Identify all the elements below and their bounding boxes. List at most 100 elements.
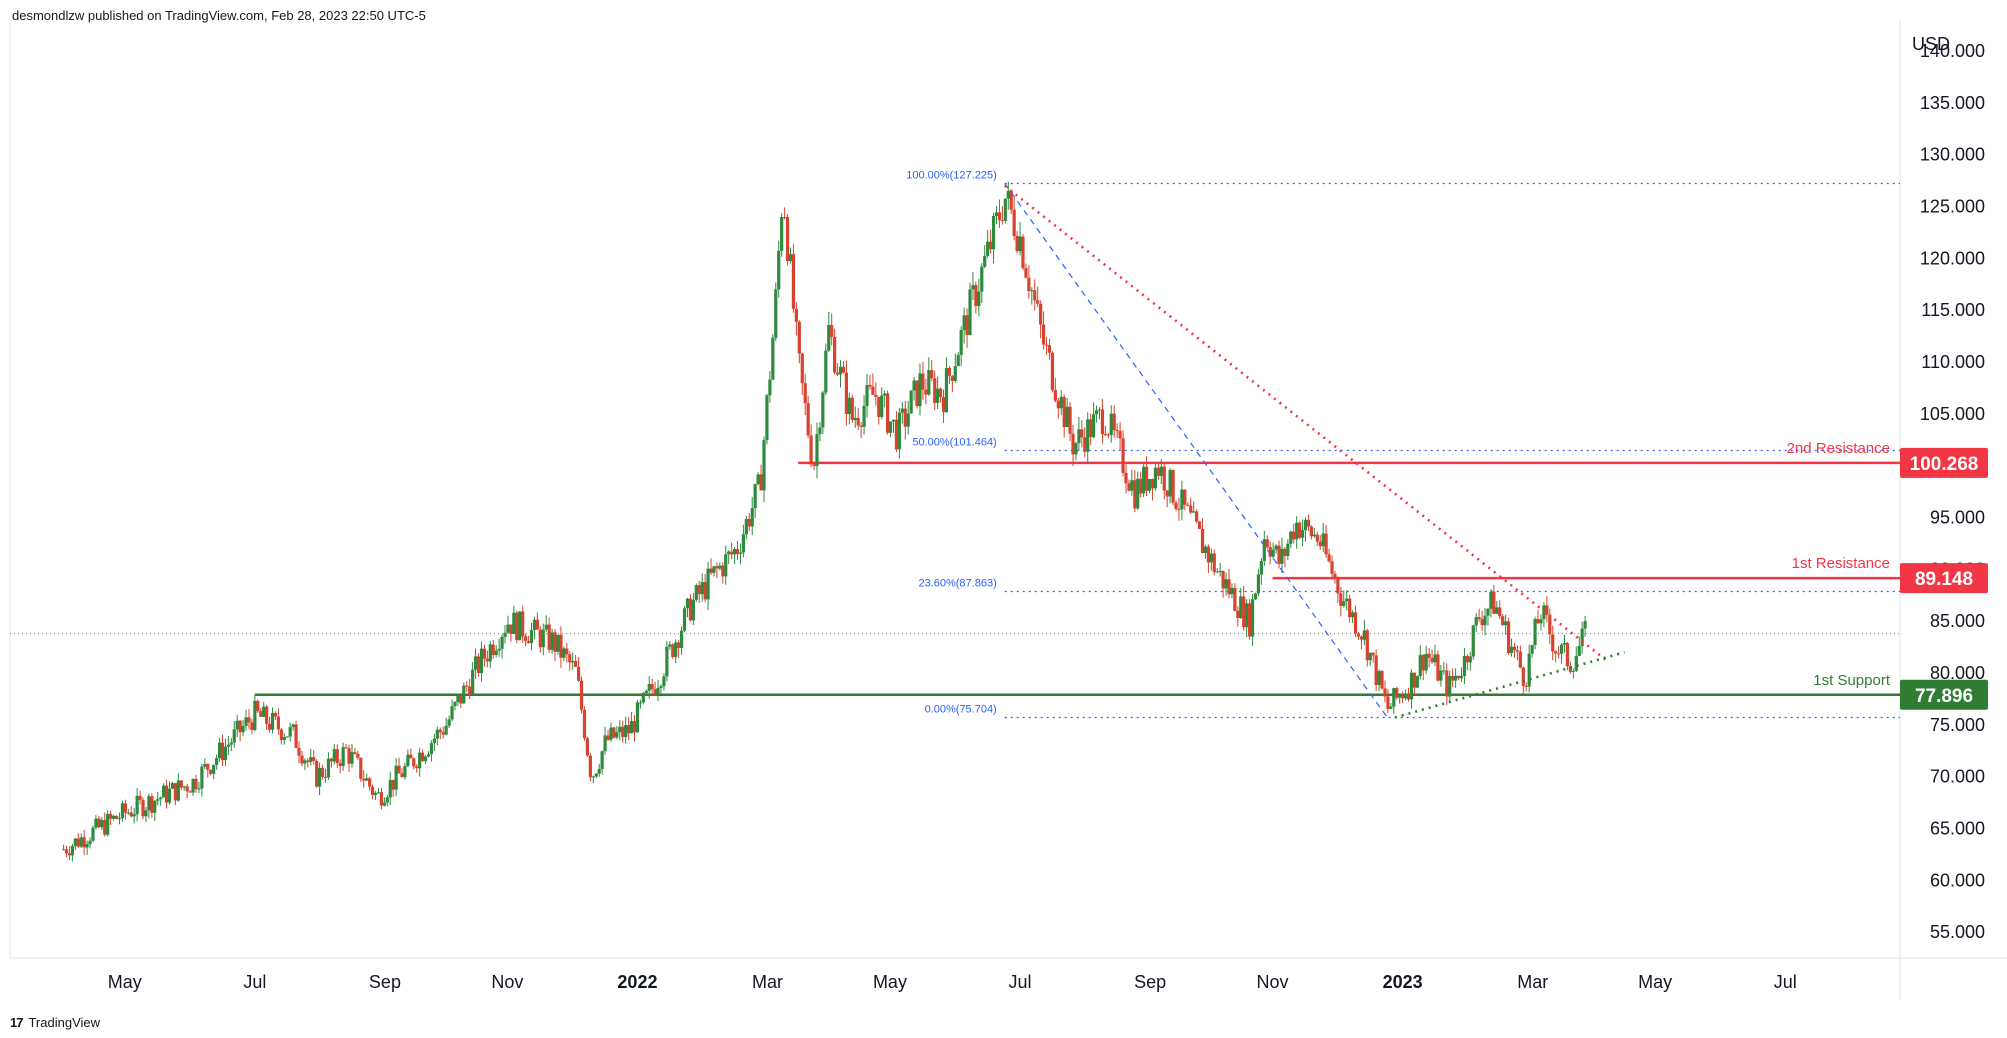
candle-body xyxy=(1089,419,1093,438)
candle xyxy=(320,764,325,780)
candle-body xyxy=(188,791,192,793)
candle-body xyxy=(1327,554,1331,562)
candle xyxy=(568,651,572,671)
candle-body xyxy=(259,711,263,717)
candle-body xyxy=(1127,483,1131,491)
candle xyxy=(1218,562,1222,577)
candle xyxy=(214,754,219,770)
candle-body xyxy=(541,629,545,648)
candle-body xyxy=(588,755,592,778)
candle xyxy=(459,695,463,708)
candle-body xyxy=(741,534,745,553)
candle-body xyxy=(447,719,451,726)
y-tick-label: 110.000 xyxy=(1921,352,1985,372)
tradingview-wordmark: TradingView xyxy=(28,1015,101,1030)
candle xyxy=(235,714,239,738)
candle xyxy=(85,840,89,856)
candle xyxy=(812,461,816,471)
candle xyxy=(1557,645,1561,659)
candle-body xyxy=(1227,579,1231,595)
candle xyxy=(1524,682,1528,692)
candle xyxy=(933,370,937,411)
tradingview-brand[interactable]: 17 TradingView xyxy=(10,1015,100,1030)
candle xyxy=(730,542,734,560)
candle xyxy=(300,750,304,767)
candle-body xyxy=(370,786,375,795)
candle-body xyxy=(968,289,972,336)
candle xyxy=(886,390,890,435)
candle xyxy=(550,628,554,654)
level-price-badge-text: 100.268 xyxy=(1910,454,1979,475)
candle-body xyxy=(1421,654,1425,671)
candle xyxy=(597,763,601,777)
candle-body xyxy=(933,378,937,403)
candle-body xyxy=(1530,645,1534,654)
candle-body xyxy=(320,767,325,777)
level-name-label: 1st Resistance xyxy=(1792,555,1890,572)
candle-body xyxy=(406,754,410,766)
candlestick-series xyxy=(10,181,1900,862)
candle xyxy=(462,682,466,704)
candle-body xyxy=(606,735,610,740)
tradingview-logo-icon: 17 xyxy=(10,1015,24,1030)
candle-body xyxy=(865,385,869,406)
candle-body xyxy=(1315,534,1319,542)
candle xyxy=(526,635,531,644)
candle xyxy=(594,773,598,778)
candle-body xyxy=(1041,324,1046,345)
level-price-badge-text: 89.148 xyxy=(1915,569,1973,590)
candle-body xyxy=(1062,396,1066,428)
candle-body xyxy=(1424,653,1428,671)
candle-body xyxy=(562,648,566,658)
candle-body xyxy=(1074,443,1078,455)
candle-body xyxy=(1374,655,1378,685)
candle xyxy=(1442,661,1446,675)
candle-body xyxy=(1318,541,1322,547)
candle-body xyxy=(67,853,72,856)
candle xyxy=(76,833,80,848)
candle-body xyxy=(126,812,130,814)
candle-body xyxy=(1321,533,1325,547)
candle xyxy=(556,634,560,656)
candle xyxy=(844,360,849,426)
candle xyxy=(67,846,72,861)
candle xyxy=(603,726,607,755)
candle xyxy=(1371,652,1375,663)
candle xyxy=(1295,516,1299,549)
candle-body xyxy=(653,689,657,695)
candle xyxy=(1080,420,1084,448)
candle-body xyxy=(994,212,999,216)
candle-body xyxy=(1136,478,1140,509)
candle-body xyxy=(1118,431,1122,439)
candle-body xyxy=(285,736,289,738)
candle xyxy=(1533,616,1537,650)
x-tick-label: Sep xyxy=(1134,972,1166,992)
candle-body xyxy=(1527,653,1531,687)
candle xyxy=(830,313,834,346)
candle xyxy=(529,622,534,651)
candle xyxy=(1256,568,1261,597)
candle-body xyxy=(509,624,513,635)
candle-body xyxy=(1212,553,1216,573)
candle-body xyxy=(82,837,86,848)
candle xyxy=(853,406,857,428)
y-tick-label: 140.000 xyxy=(1920,41,1985,61)
candle xyxy=(382,797,386,807)
candle-body xyxy=(1036,300,1040,304)
candle-body xyxy=(721,565,725,577)
candle-body xyxy=(167,788,172,803)
candle-body xyxy=(862,405,866,427)
candle xyxy=(503,625,507,644)
candle-body xyxy=(476,656,481,674)
candle xyxy=(403,762,407,780)
candle xyxy=(1351,610,1355,624)
candle-body xyxy=(679,630,684,648)
candle-body xyxy=(756,474,760,485)
candle xyxy=(494,645,498,658)
candle xyxy=(185,783,189,799)
candle-body xyxy=(730,551,734,555)
candle-body xyxy=(214,758,219,765)
candle xyxy=(953,353,957,383)
candle xyxy=(447,715,451,728)
